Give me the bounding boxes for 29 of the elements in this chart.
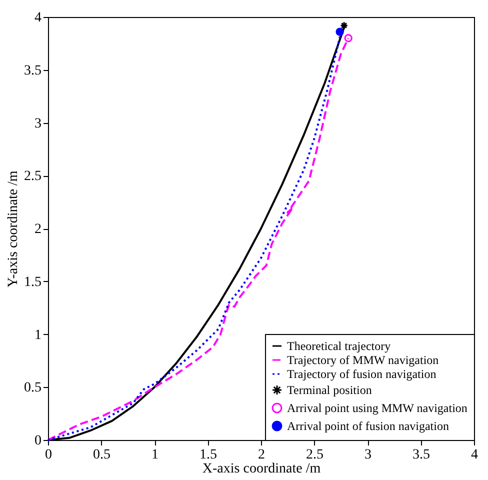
point xyxy=(344,34,352,42)
y-tick-label: 1.5 xyxy=(24,274,42,290)
x-tick-label: 0 xyxy=(45,448,52,462)
legend-label: Trajectory of fusion navigation xyxy=(287,367,436,381)
legend-label: Arrival point using MMW navigation xyxy=(287,401,468,415)
y-tick-label: 0.5 xyxy=(24,380,42,396)
x-tick-label: 3.5 xyxy=(412,448,430,462)
y-tick-label: 3.5 xyxy=(24,63,42,78)
legend-label: Arrival point of fusion navigation xyxy=(287,419,449,433)
x-tick-label: 2 xyxy=(258,448,265,462)
x-tick-label: 2.5 xyxy=(306,448,324,462)
x-tick-label: 0.5 xyxy=(93,448,110,462)
x-tick-label: 1 xyxy=(152,448,158,462)
legend-label: Theoretical trajectory xyxy=(287,339,391,353)
point xyxy=(336,28,344,36)
x-axis-title: X-axis coordinate /m xyxy=(202,462,321,476)
y-tick-label: 0 xyxy=(34,434,42,448)
y-tick-label: 2 xyxy=(34,222,42,237)
point xyxy=(340,21,348,30)
y-tick-label: 1 xyxy=(34,328,42,343)
y-tick-label: 4 xyxy=(34,10,42,26)
x-tick-label: 3 xyxy=(364,448,372,462)
legend-label: Terminal position xyxy=(287,383,372,397)
y-tick-label: 3 xyxy=(34,116,42,132)
y-axis-title: Y-axis coordinate /m xyxy=(6,170,21,288)
y-tick-label: 2.5 xyxy=(24,169,42,184)
x-tick-label: 1.5 xyxy=(200,448,217,462)
legend-label: Trajectory of MMW navigation xyxy=(287,353,439,367)
x-tick-label: 4 xyxy=(471,448,478,462)
